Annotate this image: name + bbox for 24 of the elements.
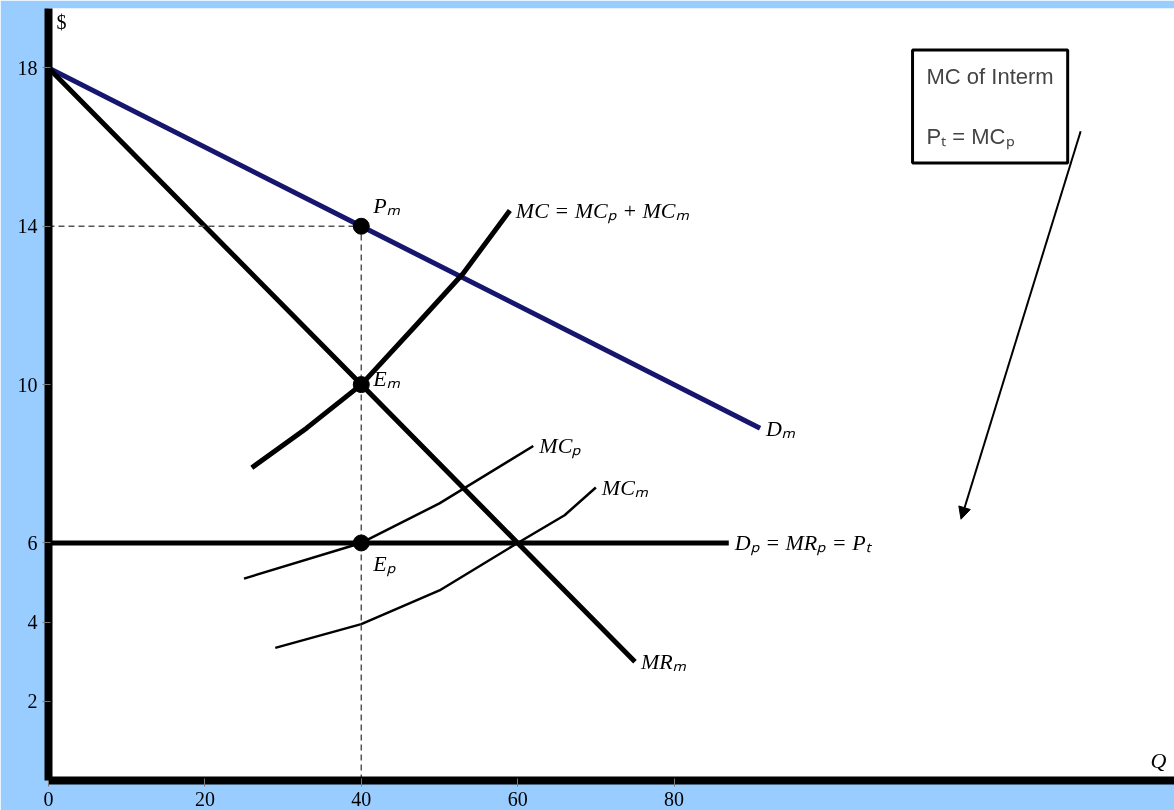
y-tick-label: 18 bbox=[17, 56, 38, 79]
x-tick-label: 60 bbox=[507, 787, 528, 810]
x-axis-title: Q bbox=[1150, 747, 1167, 773]
data-label: Eₘ bbox=[372, 366, 401, 392]
series-label: MCₚ bbox=[538, 433, 582, 460]
series-label: MC = MCₚ + MCₘ bbox=[514, 197, 690, 224]
x-tick-label: 20 bbox=[194, 787, 215, 810]
annotation: MC of Interm bbox=[926, 63, 1054, 89]
annotation: Pₜ = MCₚ bbox=[926, 123, 1015, 150]
x-tick-label: 0 bbox=[43, 787, 54, 810]
series-label: MCₘ bbox=[600, 475, 649, 501]
data-label: Eₚ bbox=[372, 550, 396, 577]
series-label: MRₘ bbox=[639, 649, 687, 675]
data-label: Pₘ bbox=[372, 193, 401, 219]
y-tick-label: 6 bbox=[27, 531, 38, 554]
series-label: Dₚ = MRₚ = Pₜ bbox=[733, 530, 873, 557]
x-tick-label: 80 bbox=[664, 787, 685, 810]
y-tick-label: 2 bbox=[27, 690, 38, 713]
y-tick-label: 14 bbox=[17, 215, 38, 238]
x-tick-label: 40 bbox=[351, 787, 372, 810]
y-axis-title: $ bbox=[56, 10, 67, 33]
series-label: Dₘ bbox=[765, 415, 796, 441]
y-tick-label: 10 bbox=[17, 373, 38, 396]
y-tick-label: 4 bbox=[27, 611, 38, 634]
